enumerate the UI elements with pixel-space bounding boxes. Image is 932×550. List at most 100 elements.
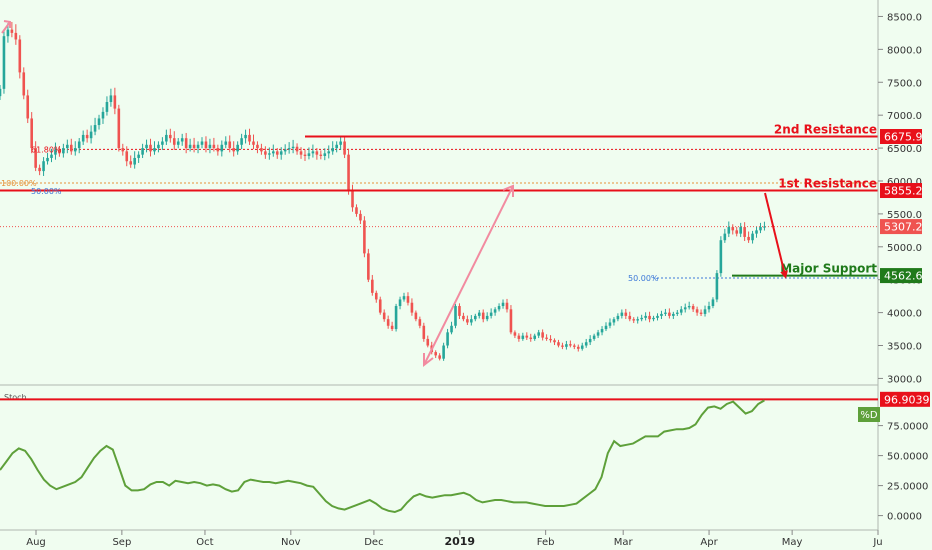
candle-body: [442, 345, 445, 359]
svg-text:%D: %D: [860, 410, 878, 421]
candle-body: [466, 319, 469, 323]
candle-body: [172, 138, 176, 145]
svg-text:96.9039: 96.9039: [884, 393, 930, 406]
candle-body: [208, 144, 212, 149]
candle-body: [664, 312, 667, 314]
fib-50-label-right: 50.00%: [628, 274, 659, 283]
candle-body: [248, 134, 251, 142]
candle-body: [620, 312, 624, 316]
price-tick-label: 6500.0: [887, 144, 922, 155]
candle-body: [652, 317, 655, 320]
candles: [0, 21, 766, 361]
price-tick-label: 7500.0: [887, 78, 922, 89]
candle-body: [747, 236, 750, 241]
candle-body: [509, 309, 513, 333]
price-tick-label: 6000.0: [887, 177, 922, 188]
candle-body: [319, 154, 323, 156]
candle-body: [382, 312, 386, 320]
price-tick-label: 4000.0: [887, 309, 922, 320]
candle-body: [390, 325, 394, 330]
candle-body: [474, 315, 477, 320]
candle-body: [323, 153, 327, 156]
price-tick-label: 3500.0: [887, 342, 922, 353]
candle-body: [204, 141, 208, 149]
candle-body: [287, 148, 291, 150]
candle-body: [14, 32, 18, 40]
candle-body: [188, 144, 192, 149]
candle-body: [264, 151, 267, 155]
candle-body: [153, 148, 156, 152]
candle-body: [378, 299, 382, 313]
candle-body: [683, 307, 687, 310]
candle-body: [224, 141, 228, 145]
candle-body: [66, 144, 69, 149]
candle-body: [537, 332, 540, 336]
candle-body: [529, 337, 533, 339]
stoch-indicator-label: Stoch: [4, 393, 27, 402]
stoch-tick-label: 25.0000: [887, 482, 928, 493]
candle-body: [679, 309, 683, 313]
first-resistance-label: 1st Resistance: [778, 177, 877, 191]
candle-body: [260, 148, 263, 152]
candle-body: [731, 227, 735, 231]
candle-body: [69, 144, 73, 152]
candle-body: [105, 102, 109, 112]
candle-body: [291, 146, 295, 149]
candle-body: [228, 141, 232, 149]
candle-body: [137, 154, 140, 158]
candle-body: [711, 299, 715, 307]
candle-body: [42, 161, 45, 172]
candle-body: [723, 233, 727, 241]
candle-body: [462, 315, 465, 320]
price-tick-label: 5500.0: [887, 210, 922, 221]
candle-body: [73, 148, 77, 152]
candle-body: [97, 118, 101, 126]
candle-body: [232, 148, 235, 152]
candle-body: [38, 167, 41, 172]
early-arrow-icon: [1, 20, 11, 34]
candle-body: [719, 240, 723, 274]
candle-body: [715, 273, 719, 300]
time-axis: Aug Sep Oct Nov Dec 2019 Feb Mar Apr May Ju: [26, 530, 883, 548]
candle-body: [220, 144, 224, 152]
fib-50-label-left: 50.00%: [31, 187, 62, 196]
candle-body: [77, 141, 81, 149]
candle-body: [343, 141, 346, 155]
candle-body: [600, 329, 604, 333]
candle-body: [636, 319, 639, 321]
candle-body: [30, 118, 33, 149]
candle-body: [454, 306, 457, 326]
stoch-axis: 75.0000 50.0000 25.0000 0.0000: [878, 422, 928, 523]
time-tick-label: Feb: [537, 537, 555, 548]
candle-body: [240, 138, 243, 145]
candle-body: [46, 157, 49, 162]
second-resistance-label: 2nd Resistance: [774, 123, 877, 137]
candle-body: [271, 151, 275, 154]
candle-body: [727, 227, 731, 234]
candle-body: [26, 95, 30, 119]
candle-body: [735, 230, 739, 234]
candle-body: [743, 227, 746, 237]
candle-body: [751, 233, 754, 241]
candle-body: [410, 302, 414, 313]
candle-body: [386, 319, 390, 326]
time-tick-label: Mar: [614, 537, 634, 548]
stoch-legend: %D: [858, 407, 880, 422]
candle-body: [402, 296, 406, 300]
candle-body: [307, 153, 311, 156]
candle-body: [161, 141, 164, 145]
candle-body: [672, 313, 675, 316]
candle-body: [85, 134, 89, 139]
candle-body: [521, 335, 525, 339]
candle-body: [632, 319, 636, 321]
candle-body: [299, 151, 303, 155]
candle-body: [584, 342, 588, 346]
overbought-tag: 96.9039: [880, 391, 930, 407]
candle-body: [588, 338, 592, 343]
first-resistance-tag: 5855.2: [880, 183, 923, 199]
candle-body: [418, 319, 422, 326]
candle-body: [169, 134, 172, 139]
candle-body: [244, 134, 247, 139]
candle-body: [2, 36, 6, 89]
candle-body: [101, 111, 105, 119]
